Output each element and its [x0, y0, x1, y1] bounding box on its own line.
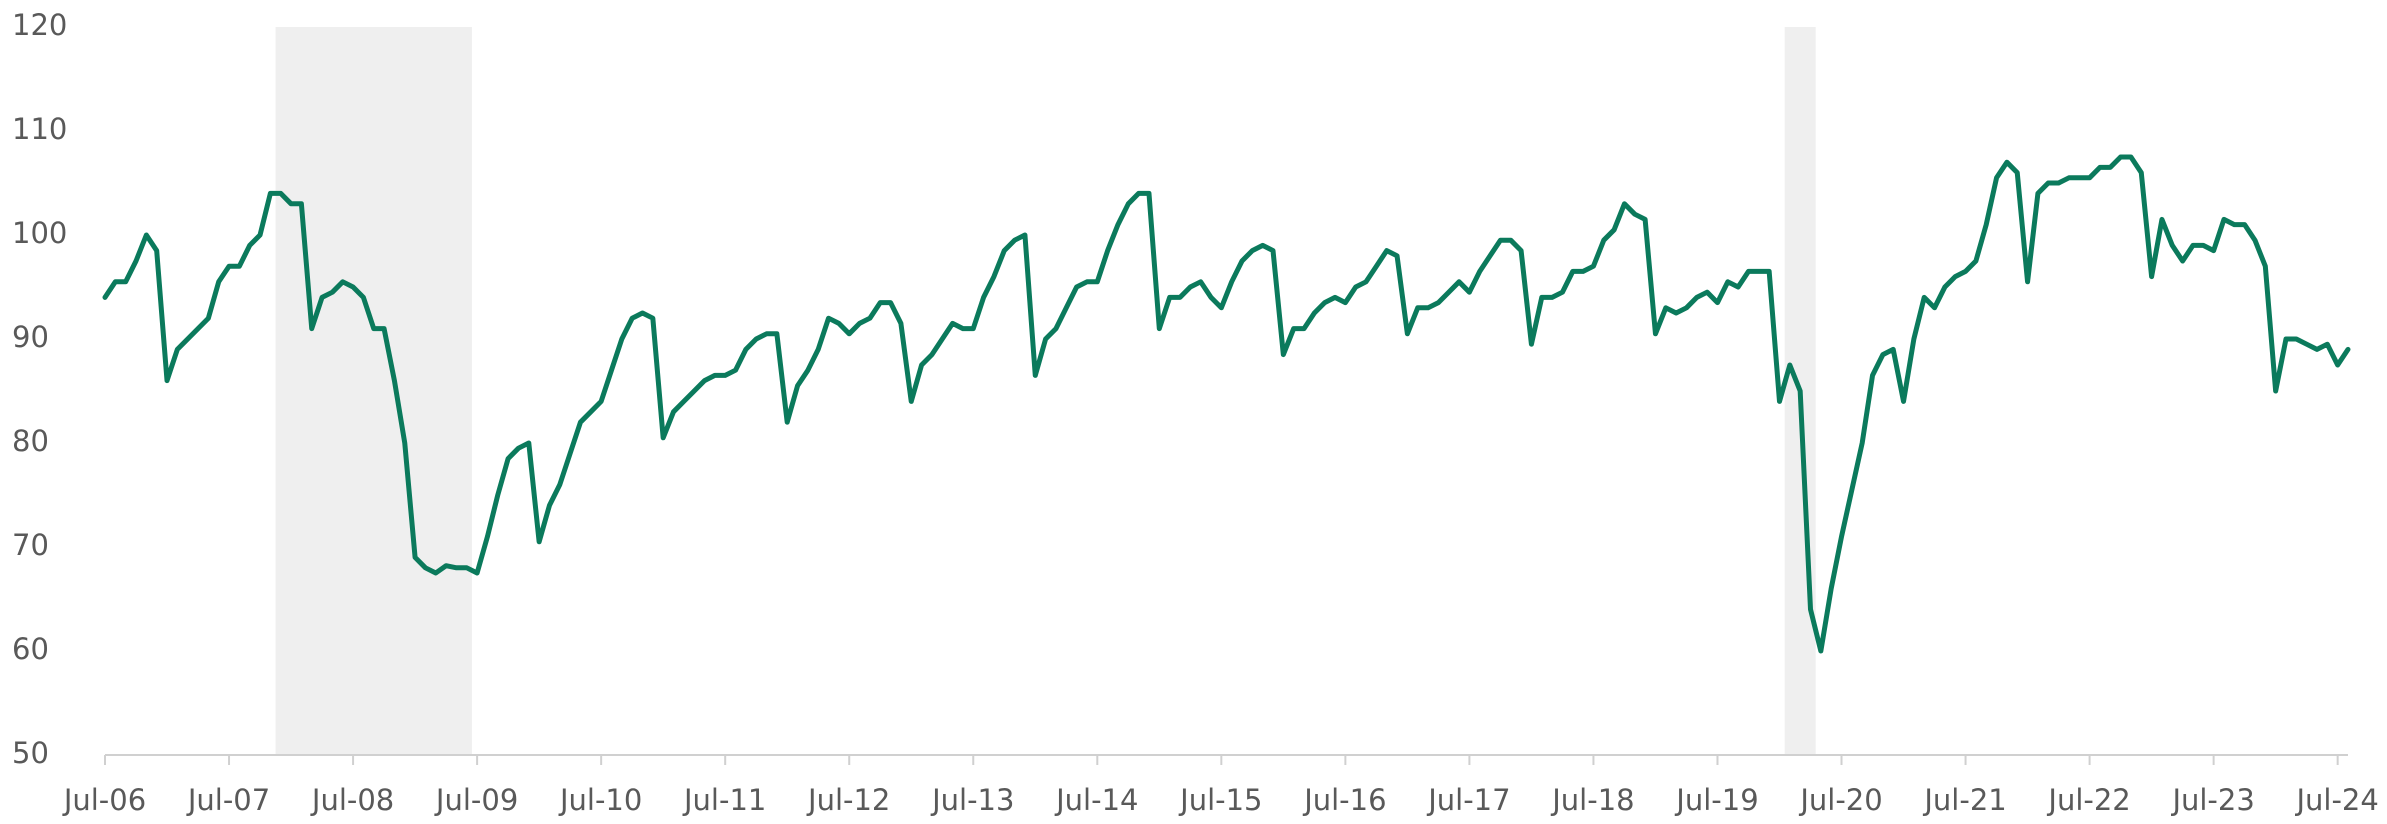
x-tick-label: Jul-20	[1798, 783, 1882, 817]
x-tick-label: Jul-24	[2294, 783, 2378, 817]
x-tick-label: Jul-14	[1054, 783, 1138, 817]
x-tick-label: Jul-22	[2046, 783, 2130, 817]
shaded-period	[275, 27, 472, 755]
x-tick-label: Jul-09	[434, 783, 518, 817]
y-tick-label: 110	[12, 112, 67, 146]
x-tick-label: Jul-16	[1302, 783, 1386, 817]
x-tick-label: Jul-12	[806, 783, 890, 817]
y-tick-label: 70	[12, 528, 49, 562]
y-tick-label: 90	[12, 320, 49, 354]
x-tick-label: Jul-21	[1922, 783, 2006, 817]
x-tick-label: Jul-06	[62, 783, 146, 817]
y-tick-label: 80	[12, 424, 49, 458]
x-tick-label: Jul-23	[2170, 783, 2254, 817]
x-tick-label: Jul-17	[1426, 783, 1510, 817]
x-tick-label: Jul-19	[1674, 783, 1758, 817]
x-tick-label: Jul-13	[930, 783, 1014, 817]
x-tick-label: Jul-11	[682, 783, 766, 817]
y-tick-label: 50	[12, 736, 49, 770]
x-tick-label: Jul-10	[558, 783, 642, 817]
y-tick-label: 60	[12, 632, 49, 666]
x-tick-label: Jul-08	[310, 783, 394, 817]
y-tick-label: 120	[12, 8, 67, 42]
x-tick-label: Jul-15	[1178, 783, 1262, 817]
x-tick-label: Jul-18	[1550, 783, 1634, 817]
y-tick-label: 100	[12, 216, 67, 250]
series-line	[102, 154, 2351, 654]
x-tick-label: Jul-07	[186, 783, 270, 817]
